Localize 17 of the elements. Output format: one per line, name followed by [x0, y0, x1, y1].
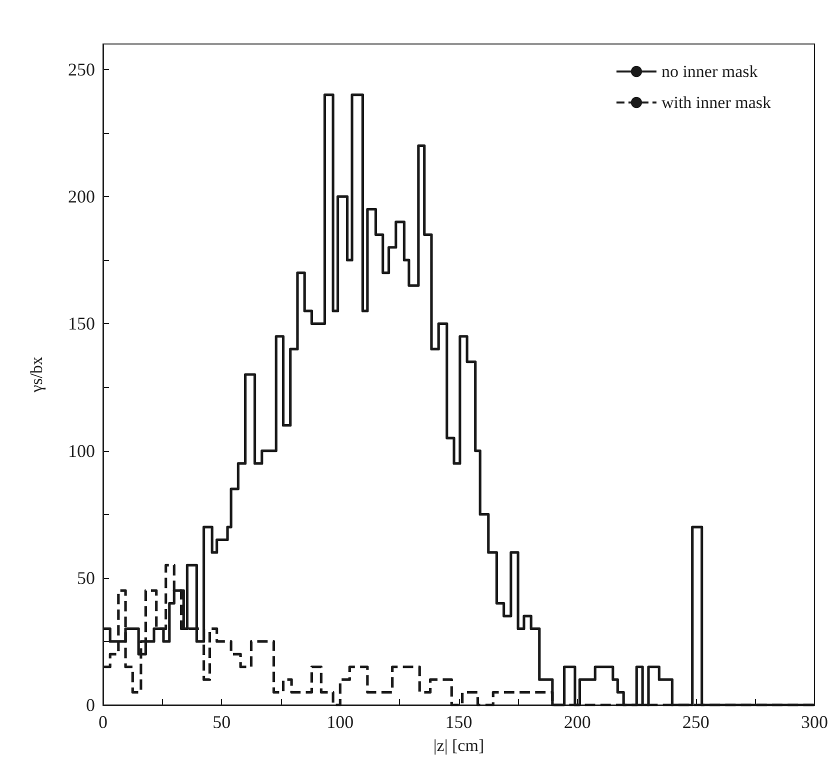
y-tick-label: 100 — [68, 440, 95, 461]
x-tick-label: 50 — [212, 712, 231, 732]
legend-label: no inner mask — [661, 62, 758, 81]
y-tick-label: 200 — [68, 186, 95, 207]
legend-label: with inner mask — [661, 93, 772, 112]
y-tick-label: 0 — [86, 695, 95, 715]
y-tick-label: 50 — [77, 568, 95, 588]
x-tick-label: 0 — [98, 712, 108, 732]
y-tick-label: 150 — [68, 314, 95, 334]
y-tick-label: 250 — [68, 59, 95, 80]
x-tick-label: 100 — [326, 712, 354, 732]
x-tick-label: 300 — [801, 712, 828, 732]
x-axis-title: |z| [cm] — [433, 736, 484, 755]
y-axis-title: γs/bx — [27, 356, 46, 394]
x-tick-label: 250 — [682, 712, 710, 732]
x-tick-label: 150 — [445, 712, 472, 732]
x-tick-label: 200 — [564, 712, 591, 732]
